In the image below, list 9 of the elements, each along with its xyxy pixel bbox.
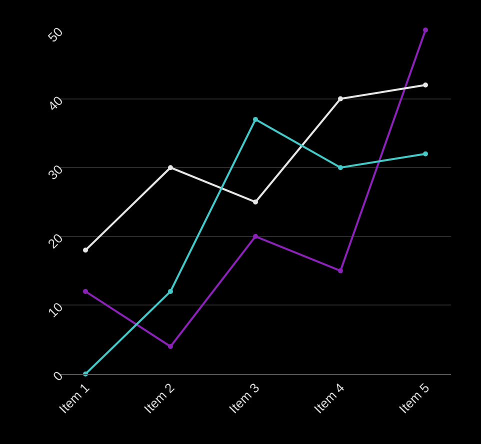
x-tick-label: Item 5 [396,380,432,416]
y-tick-label: 10 [44,299,66,320]
y-tick-label: 20 [44,230,66,252]
x-tick-label: Item 4 [311,380,348,416]
y-tick-label: 50 [44,24,66,45]
y-tick-label: 40 [44,92,66,114]
x-tick-label: Item 2 [141,380,178,416]
y-tick-label: 30 [44,162,66,183]
x-tick-label: Item 3 [226,380,262,416]
